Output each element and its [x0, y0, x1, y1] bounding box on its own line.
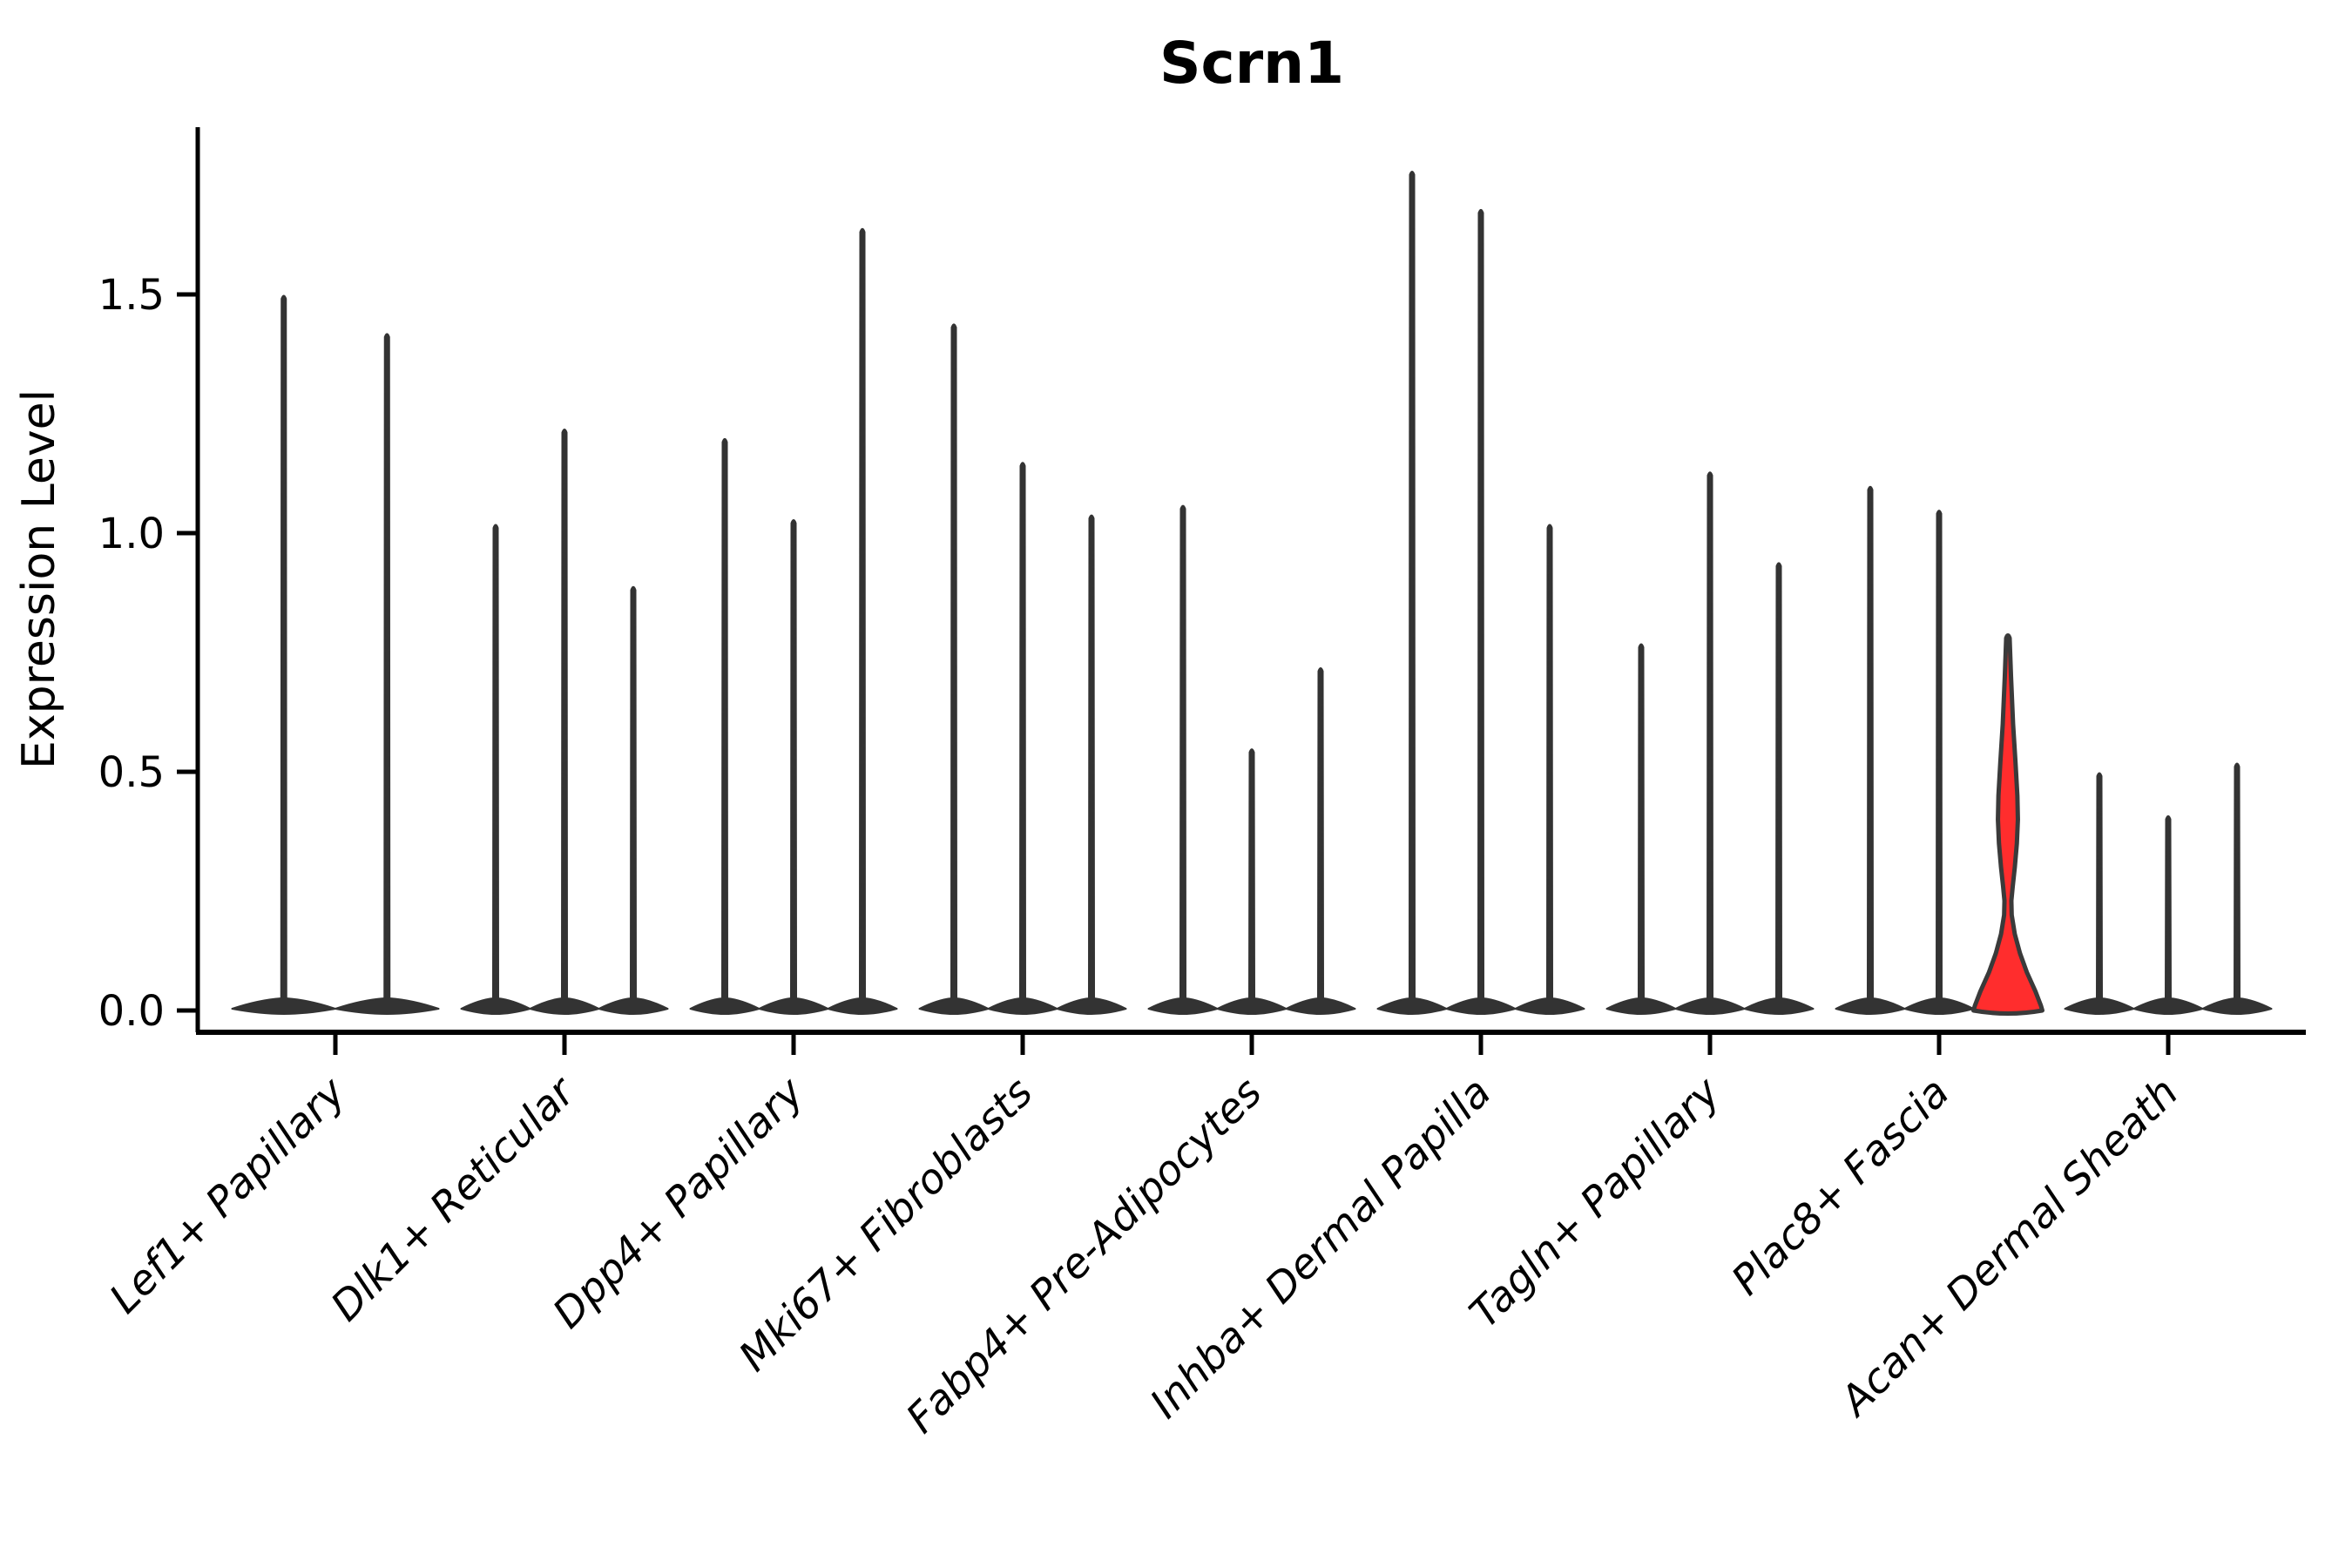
violins-layer [231, 171, 2273, 1016]
violin [460, 524, 531, 1015]
violin [1216, 748, 1288, 1015]
y-axis-label: Expression Level [13, 389, 65, 769]
x-category-label: Dpp4+ Papillary [544, 1068, 814, 1338]
violin [1674, 471, 1746, 1015]
violin [1903, 510, 1975, 1015]
x-category-label: Plac8+ Fascia [1722, 1069, 1958, 1305]
violin [335, 333, 440, 1015]
violin [231, 294, 336, 1015]
violin [1056, 514, 1127, 1015]
violin [1376, 171, 1448, 1015]
violin [1835, 485, 1906, 1015]
violin [1743, 562, 1815, 1015]
x-category-label: Lef1+ Papillary [100, 1068, 355, 1323]
x-category-label: Tagln+ Papillary [1461, 1068, 1731, 1338]
violin [529, 428, 600, 1015]
violin [2201, 762, 2273, 1015]
violin [758, 519, 829, 1015]
violin [827, 227, 898, 1015]
y-tick-label: 0.5 [98, 748, 165, 797]
violin-highlighted [1971, 633, 2044, 1016]
x-category-label: Dlk1+ Reticular [322, 1067, 586, 1331]
violin [1147, 504, 1219, 1015]
y-tick-label: 1.5 [98, 271, 165, 320]
violin [918, 323, 990, 1015]
violin [689, 437, 760, 1015]
violin [2064, 772, 2135, 1015]
chart-title: Scrn1 [1159, 30, 1344, 97]
violin [2132, 814, 2204, 1015]
y-tick-label: 1.0 [98, 510, 165, 558]
violin [1445, 208, 1517, 1015]
y-tick-label: 0.0 [98, 987, 165, 1036]
violin [1605, 643, 1677, 1015]
violin [1514, 524, 1585, 1015]
violin [987, 462, 1058, 1015]
violin [598, 585, 669, 1015]
violin [1285, 666, 1356, 1015]
